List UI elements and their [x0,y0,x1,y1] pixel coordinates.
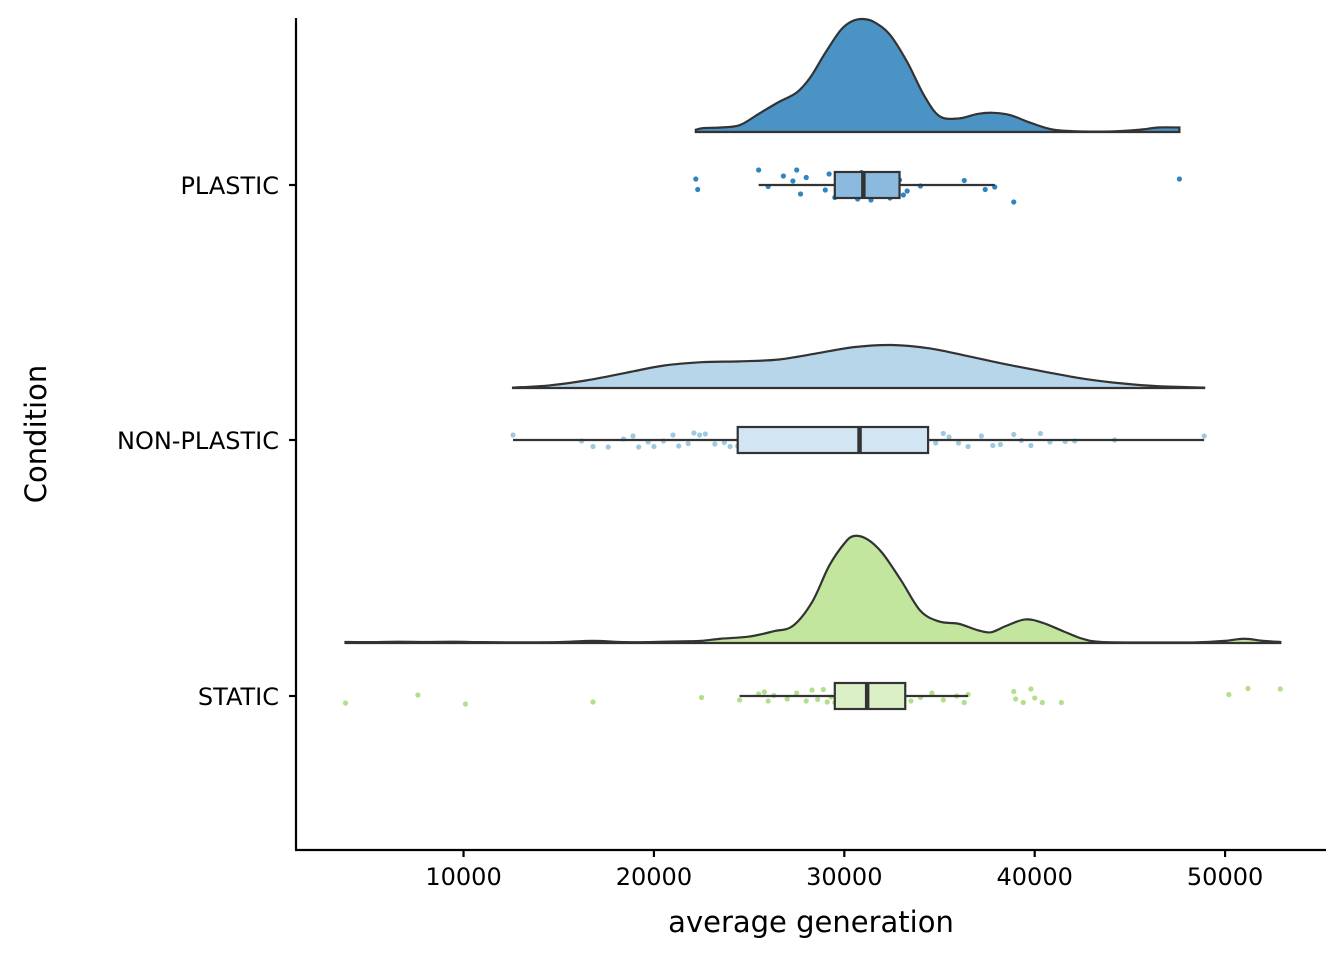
data-point-static [784,696,790,702]
data-point-non-plastic [630,433,636,439]
data-point-static [765,698,771,704]
x-axis-ticks: 10000 20000 30000 40000 50000 [425,850,1263,891]
data-point-static [1011,688,1017,695]
data-point-plastic [826,171,832,177]
data-point-static [1020,699,1026,706]
data-point-static [1245,685,1251,692]
data-point-static [794,690,800,696]
box-static [833,681,907,711]
data-point-non-plastic [1028,442,1034,449]
data-point-static [761,689,767,695]
x-tick-label-10000: 10000 [425,863,501,891]
data-point-non-plastic [1011,431,1017,438]
data-point-non-plastic [965,443,971,450]
data-point-plastic [904,188,910,194]
data-point-plastic [790,178,796,184]
axes [294,18,1326,852]
density-cloud-non-plastic [511,343,1206,390]
box-plastic [833,170,901,200]
y-tick-label-non-plastic: NON-PLASTIC [117,427,279,455]
data-point-static [737,697,743,703]
data-point-non-plastic [727,443,733,450]
data-point-static [1013,696,1019,702]
data-point-non-plastic [712,441,718,447]
x-axis-title: average generation [668,905,954,939]
boxplots [513,170,1205,711]
data-point-plastic [961,177,967,184]
data-point-non-plastic [590,443,596,450]
data-point-static [698,694,705,701]
data-point-static [1032,695,1038,701]
data-point-static [940,697,946,703]
data-point-static [961,699,967,706]
y-axis-title: Condition [19,365,53,503]
data-point-static [820,686,826,693]
data-point-non-plastic [702,431,708,437]
data-point-plastic [1011,199,1017,205]
data-point-non-plastic [933,440,939,446]
data-point-plastic [982,186,988,193]
y-axis-ticks: PLASTIC NON-PLASTIC STATIC [117,172,296,711]
data-point-non-plastic [940,430,946,437]
data-point-non-plastic [636,444,642,450]
data-point-static [342,700,349,706]
data-point-static [1277,686,1283,692]
data-point-static [1226,691,1232,698]
x-tick-label-30000: 30000 [806,863,882,891]
data-point-static [824,699,830,705]
data-point-plastic [695,186,701,193]
data-point-non-plastic [1037,430,1044,437]
data-point-non-plastic [510,432,516,438]
x-tick-label-40000: 40000 [997,863,1073,891]
data-point-static [462,701,469,707]
density-clouds [344,17,1282,645]
data-point-non-plastic [1201,433,1207,439]
data-point-non-plastic [721,439,727,446]
data-point-non-plastic [676,443,682,449]
data-point-static [415,692,421,698]
data-point-plastic [822,187,828,193]
y-tick-label-static: STATIC [198,683,279,711]
data-point-plastic [803,174,809,181]
data-point-plastic [1176,176,1183,182]
data-point-non-plastic [697,432,703,438]
data-point-non-plastic [691,430,697,436]
data-point-non-plastic [978,433,984,439]
data-point-plastic [756,167,762,173]
data-point-static [1058,699,1064,706]
x-tick-label-50000: 50000 [1187,863,1263,891]
data-point-non-plastic [946,434,952,440]
data-point-plastic [900,192,906,198]
data-point-non-plastic [605,444,611,450]
data-point-static [908,698,914,704]
data-point-static [803,698,809,704]
data-point-static [929,690,935,696]
data-point-non-plastic [651,443,657,450]
data-point-non-plastic [955,440,962,446]
density-cloud-static [344,534,1282,645]
data-point-plastic [780,173,786,179]
data-point-non-plastic [990,442,996,449]
data-point-static [1028,686,1034,692]
density-cloud-plastic [694,17,1181,134]
data-point-non-plastic [670,432,676,438]
data-point-non-plastic [997,441,1004,448]
data-point-static [809,687,815,693]
data-point-static [815,696,821,703]
data-point-static [590,699,596,705]
data-point-plastic [797,191,804,197]
data-point-non-plastic [685,440,691,447]
data-point-plastic [794,167,800,173]
box-non-plastic [736,425,930,455]
x-tick-label-20000: 20000 [616,863,692,891]
data-point-plastic [693,176,699,182]
data-point-static [1039,699,1045,706]
y-tick-label-plastic: PLASTIC [180,172,279,200]
